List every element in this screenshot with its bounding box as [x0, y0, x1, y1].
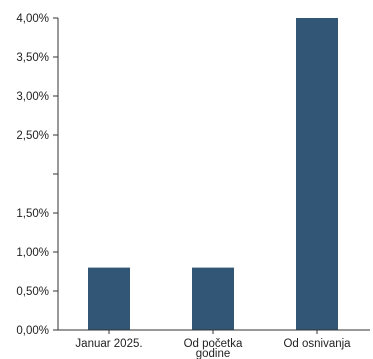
y-tick-label: 1,50%	[16, 208, 49, 220]
bar	[88, 268, 130, 330]
bars	[88, 18, 338, 330]
y-axis: 0,00% 0,50% 1,00% 1,50% 2,50% 3,00% 3,50% 4,00%	[16, 13, 58, 337]
y-tick-label: 2,50%	[16, 130, 49, 142]
y-tick-label: 1,00%	[16, 247, 49, 259]
bar	[192, 268, 234, 330]
x-tick-label: Od osnivanja	[283, 338, 351, 350]
y-tick-label: 4,00%	[16, 13, 49, 25]
y-tick-label: 0,50%	[16, 286, 49, 298]
bar	[296, 18, 338, 330]
x-tick-label: Januar 2025.	[75, 338, 142, 350]
y-tick-label: 0,00%	[16, 325, 49, 337]
y-tick-label: 3,00%	[16, 91, 49, 103]
x-tick-label: godine	[196, 348, 231, 359]
y-tick-label: 3,50%	[16, 52, 49, 64]
